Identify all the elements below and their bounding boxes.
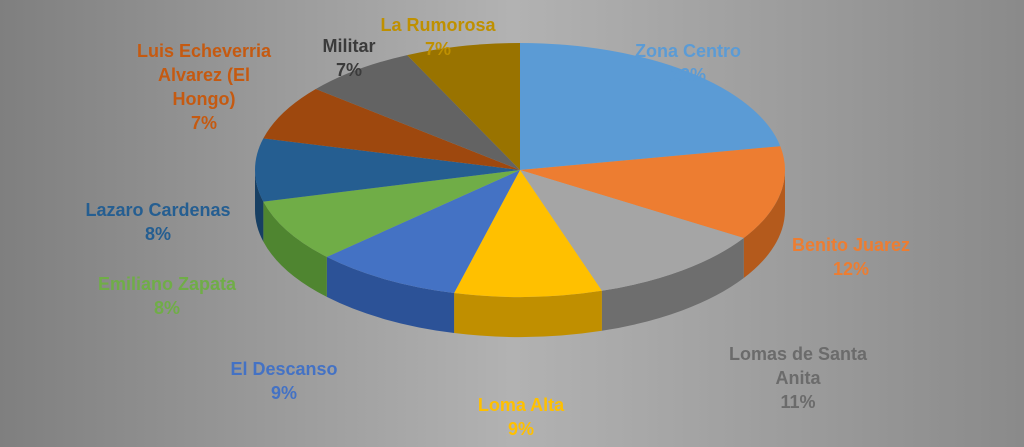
data-label: El Descanso 9% (230, 359, 337, 403)
data-label: Benito Juarez 12% (792, 235, 910, 279)
data-label: Lazaro Cardenas 8% (85, 200, 230, 244)
pie-slice-side (454, 290, 602, 338)
pie-slice (315, 55, 520, 171)
data-label: Militar 7% (322, 36, 375, 80)
pie-slice (407, 43, 520, 170)
pie-slice-side (255, 170, 264, 242)
pie-slice (520, 43, 781, 170)
pie-slice (326, 170, 520, 294)
pie-slice (520, 170, 744, 291)
pie-slice (255, 138, 521, 202)
data-label: Lomas de Santa Anita 11% (729, 344, 868, 412)
data-label: Emiliano Zapata 8% (98, 274, 237, 318)
data-label: Luis Echeverria Alvarez (El Hongo) 7% (137, 41, 272, 133)
pie-slice-side (601, 238, 744, 331)
pie-slice-side (743, 171, 785, 279)
pie-slice (454, 170, 602, 297)
data-label: Loma Alta 9% (478, 395, 565, 439)
pie-slice-side (263, 201, 327, 297)
pie-slice-side (326, 256, 455, 334)
pie-slice (263, 89, 520, 170)
pie-slice (520, 146, 785, 239)
data-label: La Rumorosa 7% (380, 15, 496, 59)
pie-slice (263, 170, 520, 257)
data-label: Zona Centro 22% (635, 41, 741, 85)
